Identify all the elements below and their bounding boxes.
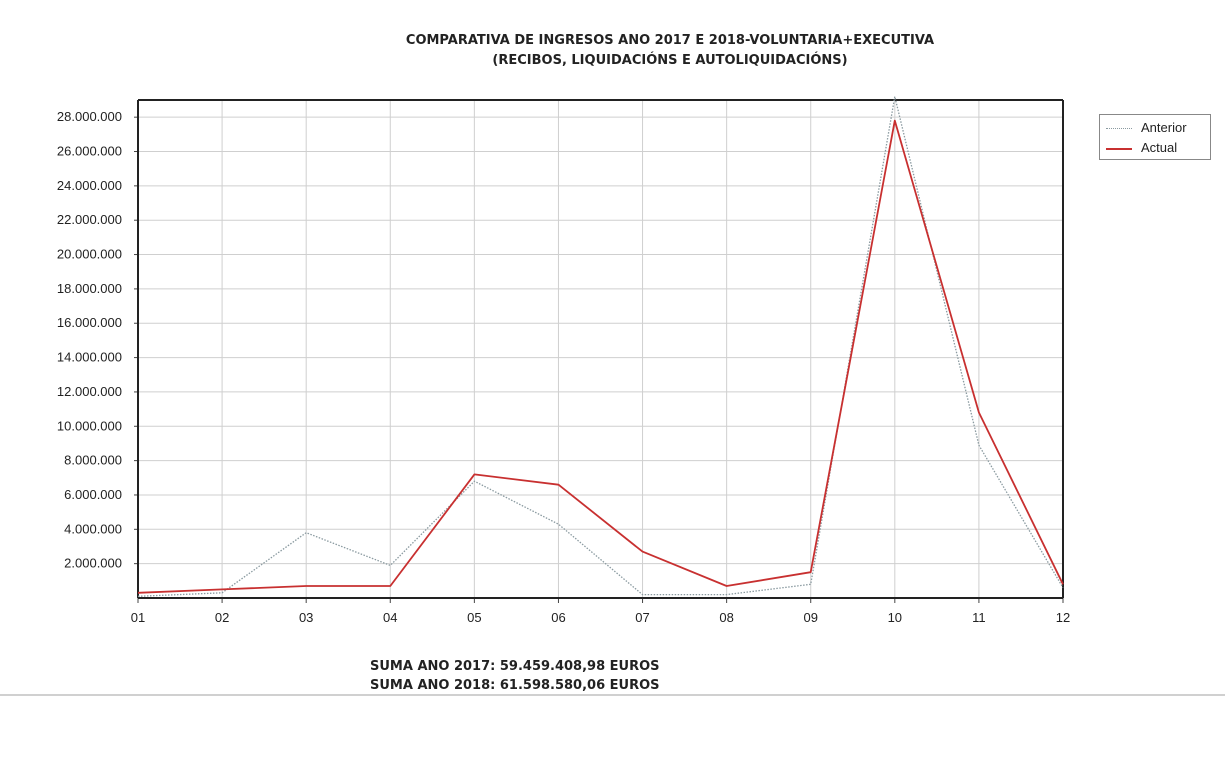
y-tick-label: 26.000.000 — [57, 144, 122, 159]
y-tick-label: 14.000.000 — [57, 350, 122, 365]
y-tick-label: 8.000.000 — [64, 453, 122, 468]
footer-area — [0, 696, 1225, 773]
x-tick-label: 06 — [551, 610, 565, 625]
chart-subtitle: (RECIBOS, LIQUIDACIÓNS E AUTOLIQUIDACIÓN… — [492, 53, 848, 68]
y-tick-label: 2.000.000 — [64, 556, 122, 571]
legend-label-anterior: Anterior — [1141, 120, 1187, 135]
y-tick-label: 16.000.000 — [57, 315, 122, 330]
y-tick-label: 22.000.000 — [57, 212, 122, 227]
x-tick-label: 10 — [888, 610, 902, 625]
series-line-anterior — [137, 95, 1064, 597]
legend-swatch-anterior — [1106, 128, 1132, 129]
x-tick-label: 08 — [719, 610, 733, 625]
sum-2018-label: SUMA ANO 2018: 61.598.580,06 EUROS — [370, 678, 660, 693]
legend-item-actual: Actual — [1106, 140, 1210, 158]
y-tick-label: 6.000.000 — [64, 487, 122, 502]
chart-legend: Anterior Actual — [1099, 114, 1211, 160]
x-tick-label: 03 — [299, 610, 313, 625]
y-tick-label: 10.000.000 — [57, 418, 122, 433]
series-line-actual — [137, 119, 1064, 594]
x-tick-label: 02 — [215, 610, 229, 625]
y-tick-label: 28.000.000 — [57, 109, 122, 124]
legend-swatch-actual — [1106, 148, 1132, 150]
y-tick-label: 20.000.000 — [57, 247, 122, 262]
x-tick-label: 12 — [1056, 610, 1070, 625]
plot-area — [138, 100, 1063, 598]
y-tick-label: 4.000.000 — [64, 521, 122, 536]
footer-divider — [0, 694, 1225, 696]
y-tick-label: 18.000.000 — [57, 281, 122, 296]
y-tick-label: 24.000.000 — [57, 178, 122, 193]
x-tick-label: 01 — [131, 610, 145, 625]
x-tick-label: 04 — [383, 610, 397, 625]
y-tick-label: 12.000.000 — [57, 384, 122, 399]
x-tick-label: 07 — [635, 610, 649, 625]
legend-item-anterior: Anterior — [1106, 120, 1210, 138]
sum-2017-label: SUMA ANO 2017: 59.459.408,98 EUROS — [370, 659, 660, 674]
chart-title: COMPARATIVA DE INGRESOS ANO 2017 E 2018-… — [405, 33, 935, 48]
x-tick-label: 05 — [467, 610, 481, 625]
x-tick-label: 11 — [972, 610, 986, 625]
legend-label-actual: Actual — [1141, 140, 1178, 155]
x-tick-label: 09 — [803, 610, 817, 625]
